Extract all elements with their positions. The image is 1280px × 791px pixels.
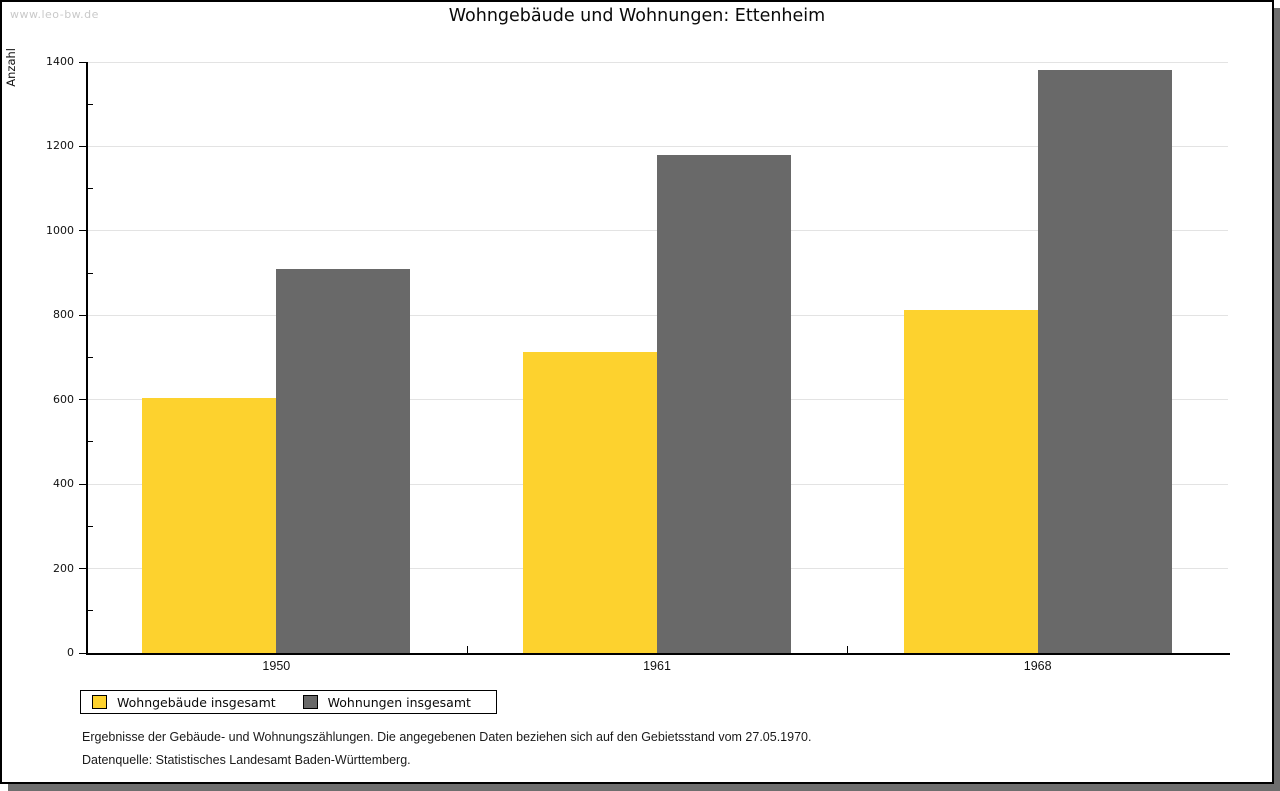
legend-label-wohngebaeude: Wohngebäude insgesamt: [117, 694, 276, 710]
x-axis-tick: [847, 646, 849, 653]
bar-wohngeb-ude-insgesamt-1961: [523, 352, 657, 653]
y-axis-tick-label: 1000: [46, 223, 74, 237]
x-axis-tick-label: 1968: [1023, 659, 1052, 673]
y-axis-major-tick: [79, 314, 86, 316]
y-axis-major-tick: [79, 568, 86, 570]
y-axis-minor-tick: [88, 610, 93, 612]
y-axis-minor-tick: [88, 525, 93, 527]
plot-area: [86, 62, 1230, 655]
y-axis-major-tick: [79, 61, 86, 63]
y-axis-major-tick: [79, 145, 86, 147]
y-axis-major-tick: [79, 652, 86, 654]
watermark: www.leo-bw.de: [10, 8, 99, 21]
y-axis-tick-label: 600: [53, 392, 74, 406]
legend-label-wohnungen: Wohnungen insgesamt: [327, 694, 471, 710]
y-axis-minor-tick: [88, 441, 93, 443]
y-axis-minor-tick: [88, 103, 93, 105]
legend: Wohngebäude insgesamt Wohnungen insgesam…: [80, 690, 497, 714]
bar-wohnungen-insgesamt-1968: [1037, 70, 1172, 653]
y-axis-tick-label: 0: [67, 646, 74, 659]
bar-wohngeb-ude-insgesamt-1968: [903, 309, 1038, 653]
legend-swatch-wohnungen: [302, 695, 318, 709]
y-axis-tick-label: 1400: [46, 55, 74, 68]
bar-wohngeb-ude-insgesamt-1950: [142, 398, 277, 653]
y-axis-minor-tick: [88, 188, 93, 190]
legend-entry-wohngebaeude: Wohngebäude insgesamt: [92, 695, 276, 710]
bar-wohnungen-insgesamt-1950: [276, 268, 411, 653]
footer-note: Ergebnisse der Gebäude- und Wohnungszähl…: [82, 730, 812, 744]
legend-swatch-wohngebaeude: [92, 695, 107, 709]
gridline: [88, 145, 1228, 147]
y-axis-tick-label: 200: [53, 561, 74, 575]
y-axis-major-tick: [79, 399, 86, 401]
gridline: [88, 61, 1228, 63]
y-axis-major-tick: [79, 230, 86, 232]
footer-source: Datenquelle: Statistisches Landesamt Bad…: [82, 753, 411, 767]
chart-title: Wohngebäude und Wohnungen: Ettenheim: [448, 6, 826, 26]
y-axis-tick-label: 800: [53, 308, 74, 322]
legend-entry-wohnungen: Wohnungen insgesamt: [302, 694, 471, 710]
bar-wohnungen-insgesamt-1961: [657, 154, 791, 653]
y-axis-tick-label: 1200: [46, 139, 74, 153]
x-axis-tick-label: 1961: [643, 659, 671, 673]
y-axis-major-tick: [79, 483, 86, 485]
y-axis-tick-label: 400: [53, 477, 74, 491]
y-axis-minor-tick: [88, 357, 93, 358]
y-axis-minor-tick: [88, 272, 93, 274]
x-axis-tick-label: 1950: [262, 659, 291, 673]
y-axis-label: Anzahl: [4, 48, 18, 87]
x-axis-tick: [466, 646, 468, 653]
